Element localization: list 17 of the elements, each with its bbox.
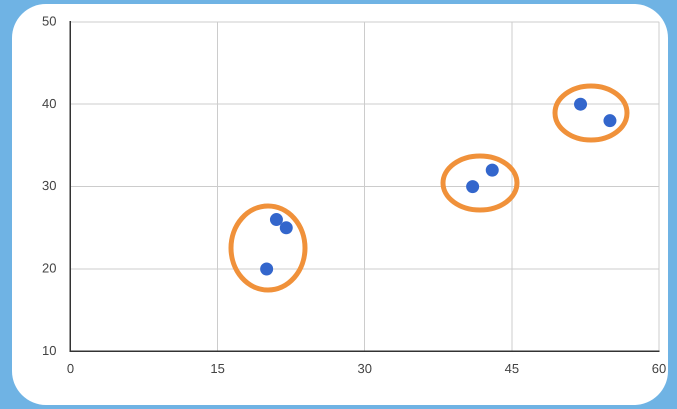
point <box>260 262 274 276</box>
point <box>574 98 588 111</box>
point <box>486 164 499 177</box>
y-tick-label: 30 <box>42 178 56 194</box>
x-tick-label: 15 <box>210 360 225 376</box>
point <box>603 114 616 128</box>
point <box>466 180 480 194</box>
x-tick-label: 45 <box>504 360 520 376</box>
y-tick-label: 50 <box>42 13 56 28</box>
y-tick-label: 10 <box>42 342 56 358</box>
y-tick-label: 40 <box>42 96 56 111</box>
y-tick-label: 20 <box>42 260 56 276</box>
x-tick-label: 0 <box>66 360 74 376</box>
x-tick-label: 30 <box>357 360 372 376</box>
point <box>270 213 283 226</box>
point <box>280 221 293 234</box>
x-tick-label: 60 <box>652 360 666 376</box>
